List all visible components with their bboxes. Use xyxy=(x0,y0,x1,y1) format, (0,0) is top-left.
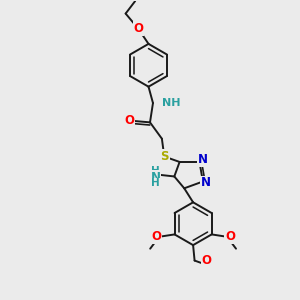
Text: S: S xyxy=(160,150,169,163)
Text: O: O xyxy=(225,230,235,243)
Text: O: O xyxy=(151,230,161,243)
Text: NH: NH xyxy=(162,98,180,108)
Text: N: N xyxy=(201,176,211,190)
Text: H: H xyxy=(151,178,160,188)
Text: H: H xyxy=(151,166,160,176)
Text: O: O xyxy=(133,22,143,35)
Text: O: O xyxy=(125,114,135,128)
Text: N: N xyxy=(151,171,160,184)
Text: O: O xyxy=(201,254,211,267)
Text: N: N xyxy=(198,153,208,166)
